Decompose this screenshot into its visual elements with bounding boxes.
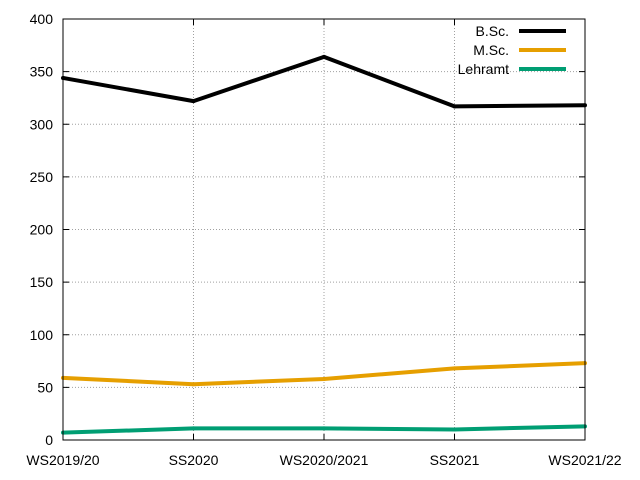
x-tick-label: SS2020 — [169, 452, 219, 468]
y-tick-label: 300 — [30, 116, 54, 132]
y-tick-label: 150 — [30, 274, 54, 290]
legend: B.Sc. M.Sc. Lehramt — [458, 23, 566, 77]
legend-label: M.Sc. — [473, 42, 509, 58]
data-point — [322, 376, 326, 381]
y-tick-label: 350 — [30, 64, 54, 80]
data-series — [61, 54, 587, 435]
plot-frame — [62, 18, 586, 441]
y-tick-label: 200 — [30, 222, 54, 238]
x-tick-label: WS2021/22 — [548, 452, 621, 468]
data-point — [191, 382, 196, 387]
data-point — [322, 426, 326, 431]
data-point — [191, 99, 196, 104]
y-tick-label: 50 — [37, 379, 53, 395]
y-tick-label: 250 — [30, 169, 54, 185]
y-tick-label: 0 — [45, 432, 53, 448]
x-tick-label: WS2019/20 — [26, 452, 99, 468]
x-tick-label: SS2021 — [430, 452, 480, 468]
data-point — [452, 104, 457, 109]
y-tick-label: 400 — [30, 11, 54, 27]
data-point — [322, 54, 326, 59]
legend-label: B.Sc. — [476, 23, 509, 39]
x-tick-labels: WS2019/20 SS2020 WS2020/2021 SS2021 WS2021/2… — [26, 452, 621, 468]
x-tick-label: WS2020/2021 — [280, 452, 369, 468]
data-point — [452, 427, 457, 432]
y-tick-label: 100 — [30, 327, 54, 343]
data-point — [191, 426, 196, 431]
y-tick-labels: 0 50 100 150 200 250 300 350 400 — [30, 11, 54, 448]
data-point — [452, 366, 457, 371]
legend-label: Lehramt — [458, 61, 509, 77]
grid-lines — [63, 19, 585, 440]
